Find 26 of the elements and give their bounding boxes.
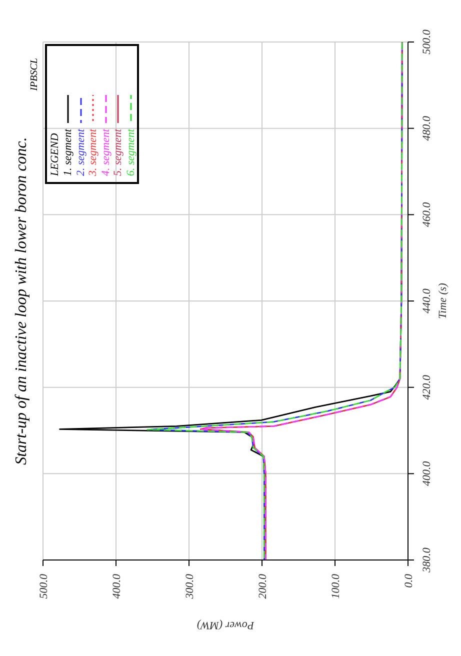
x-axis-title: Power (MW) xyxy=(196,619,256,631)
text: IPBSCL xyxy=(29,58,40,92)
text: Start-up of an inactive loop with lower boron conc. xyxy=(13,137,30,465)
text: 6. segment xyxy=(124,128,137,176)
line-series xyxy=(200,42,403,560)
x-tick-label: 200.0 xyxy=(257,574,269,599)
legend-title: LEGEND xyxy=(49,132,62,176)
x-tick-label: 500.0 xyxy=(38,574,50,599)
text: 2. segment xyxy=(74,128,87,176)
text: 5. segment xyxy=(112,128,124,176)
line-series xyxy=(146,42,403,560)
x-tick-label: 100.0 xyxy=(330,574,342,599)
y-tick-label: 480.0 xyxy=(421,115,433,141)
y-axis-title: Time (s) xyxy=(437,282,449,319)
x-tick-label: 300.0 xyxy=(184,574,196,600)
text: 1. segment xyxy=(62,128,74,176)
x-tick-label: 400.0 xyxy=(111,574,123,599)
y-tick-label: 400.0 xyxy=(421,460,433,486)
y-tick-label: 500.0 xyxy=(421,29,433,54)
y-tick-label: 440.0 xyxy=(421,288,433,314)
y-tick-label: 460.0 xyxy=(421,202,433,228)
text: 3. segment xyxy=(87,128,100,176)
text: 4. segment xyxy=(100,128,112,176)
y-tick-label: 380.0 xyxy=(421,547,433,574)
x-tick-label: 0.0 xyxy=(403,574,415,588)
y-tick-label: 420.0 xyxy=(421,374,433,400)
